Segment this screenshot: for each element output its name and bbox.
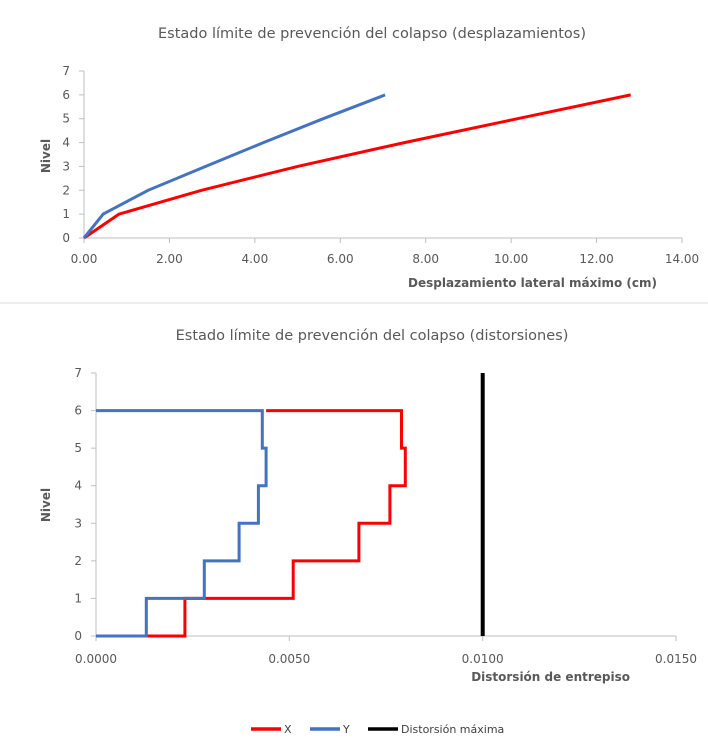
x-tick-label: 0.00 xyxy=(71,252,98,266)
y-axis-label: Nivel xyxy=(39,488,53,522)
x-tick-label: 8.00 xyxy=(412,252,439,266)
y-tick-label: 6 xyxy=(74,404,82,418)
chart-drifts: Estado límite de prevención del colapso … xyxy=(39,328,697,684)
y-tick-label: 1 xyxy=(62,207,70,221)
y-tick-label: 5 xyxy=(74,441,82,455)
y-tick-label: 3 xyxy=(62,159,70,173)
y-tick-label: 6 xyxy=(62,88,70,102)
x-tick-label: 0.0150 xyxy=(655,652,697,666)
y-tick-label: 7 xyxy=(74,366,82,380)
x-axis-label: Desplazamiento lateral máximo (cm) xyxy=(408,276,657,290)
y-tick-label: 0 xyxy=(74,629,82,643)
x-tick-label: 4.00 xyxy=(241,252,268,266)
chart-title: Estado límite de prevención del colapso … xyxy=(176,328,569,344)
y-tick-label: 4 xyxy=(74,479,82,493)
y-tick-label: 3 xyxy=(74,516,82,530)
y-axis-label: Nivel xyxy=(39,139,53,173)
y-tick-label: 5 xyxy=(62,112,70,126)
x-tick-label: 14.00 xyxy=(665,252,699,266)
y-tick-label: 0 xyxy=(62,231,70,245)
x-axis-label: Distorsión de entrepiso xyxy=(471,670,630,684)
x-tick-label: 0.0000 xyxy=(75,652,117,666)
x-tick-label: 10.00 xyxy=(494,252,528,266)
series-line-y xyxy=(82,93,386,239)
x-tick-label: 0.0050 xyxy=(268,652,310,666)
series-line-x xyxy=(83,93,632,240)
x-tick-label: 0.0100 xyxy=(462,652,504,666)
y-tick-label: 4 xyxy=(62,136,70,150)
series-line-y xyxy=(96,409,268,638)
y-tick-label: 2 xyxy=(74,554,82,568)
legend-label: Distorsión máxima xyxy=(401,723,504,736)
legend: X Y Distorsión máxima xyxy=(251,723,504,736)
x-tick-label: 12.00 xyxy=(579,252,613,266)
y-tick-label: 7 xyxy=(62,64,70,78)
y-tick-label: 1 xyxy=(74,591,82,605)
x-tick-label: 6.00 xyxy=(327,252,354,266)
legend-label: Y xyxy=(342,723,350,736)
legend-label: X xyxy=(284,723,292,736)
y-tick-label: 2 xyxy=(62,183,70,197)
x-tick-label: 2.00 xyxy=(156,252,183,266)
chart-displacements: Estado límite de prevención del colapso … xyxy=(39,26,699,290)
chart-title: Estado límite de prevención del colapso … xyxy=(158,26,586,42)
